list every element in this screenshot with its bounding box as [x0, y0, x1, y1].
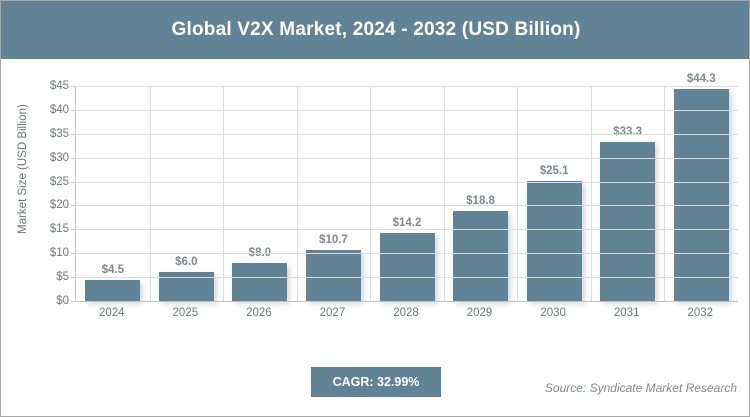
category-separator — [444, 86, 445, 301]
bar-value-label: $18.8 — [466, 195, 495, 208]
bar-2028[interactable] — [379, 233, 435, 301]
bar-2030[interactable] — [526, 181, 582, 301]
plot-region: Market Size (USD Billion) $0 $5 $10 $15 $20 $… — [1, 59, 749, 331]
page-title: Global V2X Market, 2024 - 2032 (USD Bill… — [171, 19, 581, 40]
y-axis-tick-label: $45 — [49, 80, 69, 92]
bar-value-label: $25.1 — [539, 165, 569, 178]
y-axis-tick — [71, 133, 76, 135]
y-axis-tick — [71, 205, 76, 207]
y-axis-tick-label: $40 — [49, 103, 69, 116]
chart-header: Global V2X Market, 2024 - 2032 (USD Bill… — [1, 1, 749, 59]
x-axis-tick-label: 2030 — [540, 307, 566, 319]
plot-area: $4.5 $6.0 $8.0 $10.7 $14.2 $18.8 $25.1 $33.3 $44… — [71, 73, 738, 302]
y-axis-tick — [71, 253, 76, 255]
bar-value-label: $4.5 — [101, 263, 124, 276]
bar-2031[interactable] — [600, 141, 656, 301]
gridline — [76, 157, 738, 159]
gridline — [76, 181, 738, 183]
category-separator — [370, 86, 371, 301]
y-axis-tick-label: $0 — [56, 295, 69, 307]
category-separator — [517, 86, 518, 301]
y-axis-tick-labels: $0 $5 $10 $15 $20 $25 $30 $35 $40 $45 — [31, 59, 69, 331]
bar-value-label: $44.3 — [686, 73, 716, 86]
bar-2026[interactable] — [232, 262, 288, 301]
x-axis-tick-label: 2026 — [246, 307, 272, 319]
y-axis-tick — [71, 109, 76, 111]
gridline — [76, 229, 738, 231]
bars-layer: $4.5 $6.0 $8.0 $10.7 $14.2 $18.8 $25.1 $33.3 $44… — [76, 73, 738, 301]
bar-value-label: $14.2 — [392, 217, 422, 230]
y-axis-tick-label: $10 — [49, 247, 69, 260]
y-axis-tick-label: $15 — [49, 223, 69, 236]
chart-footer: CAGR: 32.99% Source: Syndicate Market Re… — [1, 331, 749, 416]
gridline — [76, 253, 738, 255]
y-axis-tick — [71, 86, 76, 87]
x-axis-tick-label: 2031 — [613, 307, 640, 319]
category-separator — [297, 86, 298, 301]
x-axis-tick-label: 2027 — [319, 307, 346, 319]
x-axis-tick-label: 2025 — [172, 307, 199, 319]
x-axis-tick-labels: 2024 2025 2026 2027 2028 2029 2030 2031 2032 — [75, 307, 737, 331]
y-axis-tick — [71, 301, 76, 302]
y-axis-tick — [71, 229, 76, 231]
x-axis-tick-label: 2032 — [687, 307, 714, 319]
y-axis-tick-label: $25 — [49, 175, 69, 188]
gridline — [76, 301, 738, 302]
y-axis-tick — [71, 157, 76, 159]
bar-value-label: $33.3 — [613, 125, 643, 138]
category-separator — [664, 86, 665, 301]
gridline — [76, 133, 738, 135]
x-axis-tick-label: 2024 — [98, 307, 125, 319]
gridline — [76, 205, 738, 207]
y-axis-tick-label: $35 — [49, 127, 69, 140]
y-axis-tick-label: $20 — [49, 199, 69, 212]
x-axis-tick-label: 2029 — [466, 307, 493, 319]
cagr-badge: CAGR: 32.99% — [311, 367, 441, 397]
bar-2024[interactable] — [85, 279, 141, 301]
gridline — [76, 86, 738, 87]
bar-2029[interactable] — [453, 211, 509, 301]
bar-value-label: $6.0 — [175, 256, 198, 269]
y-axis-tick-label: $5 — [56, 271, 69, 284]
bar-value-label: $8.0 — [248, 246, 272, 259]
gridline — [76, 109, 738, 111]
cagr-label: CAGR: 32.99% — [332, 375, 420, 389]
y-axis-tick — [71, 277, 76, 279]
category-separator — [223, 86, 224, 301]
x-axis-tick-label: 2028 — [393, 307, 419, 319]
source-label: Source: Syndicate Market Research — [544, 381, 737, 395]
bar-value-label: $10.7 — [319, 233, 348, 246]
y-axis-tick-label: $30 — [49, 151, 69, 164]
category-separator — [150, 86, 151, 301]
gridline — [76, 277, 738, 279]
y-axis-title: Market Size (USD Billion) — [17, 104, 29, 234]
y-axis-tick — [71, 181, 76, 183]
category-separator — [591, 86, 592, 301]
bar-2032[interactable] — [673, 89, 729, 301]
bar-2027[interactable] — [305, 249, 361, 301]
